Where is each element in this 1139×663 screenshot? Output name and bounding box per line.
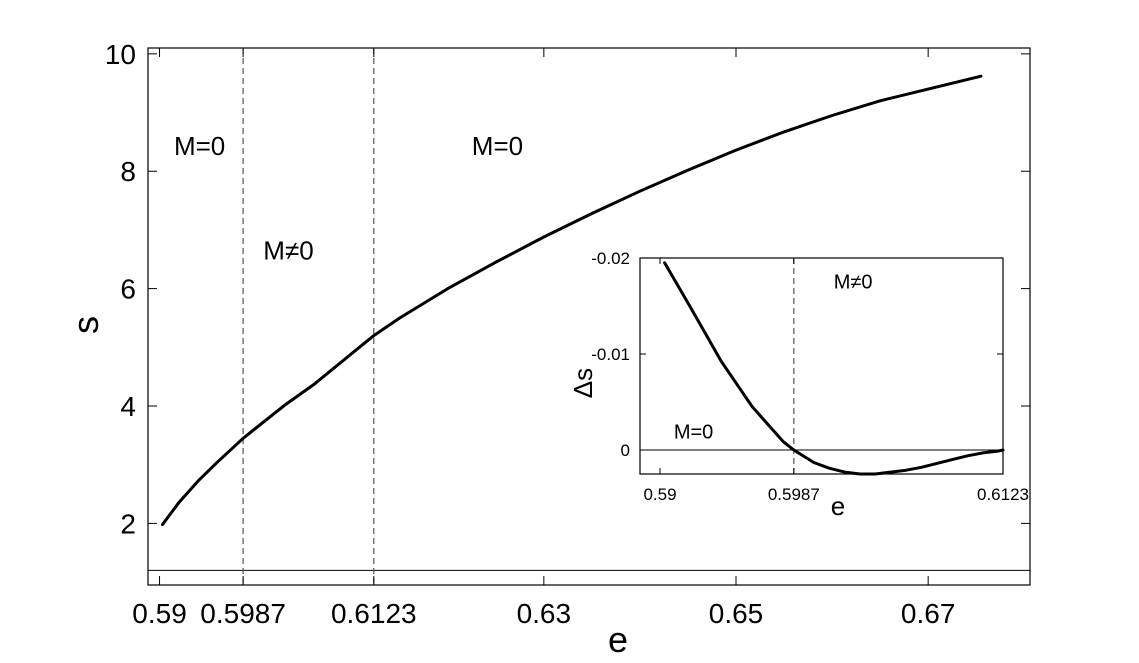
- y-tick-label: 8: [120, 156, 136, 187]
- region-label: M=0: [472, 131, 523, 161]
- region-label: M=0: [674, 421, 713, 443]
- x-tick-label: 0.6123: [977, 485, 1029, 504]
- x-axis-label: e: [831, 491, 845, 521]
- y-tick-label: 4: [120, 391, 136, 422]
- x-tick-label: 0.59: [132, 598, 187, 629]
- region-label: M≠0: [263, 235, 313, 265]
- x-tick-label: 0.59: [643, 485, 676, 504]
- y-tick-label: 6: [120, 274, 136, 305]
- y-tick-label: -0.01: [591, 345, 630, 364]
- region-label: M=0: [174, 131, 225, 161]
- plot-frame: [639, 257, 1004, 475]
- y-tick-label: -0.02: [591, 249, 630, 268]
- y-axis-label: s: [65, 316, 106, 334]
- inset-chart: 0.59 0.5987 0.6123 -0.02 -0.01 0 M=0 M≠0 e Δs: [568, 249, 1029, 521]
- x-tick-label: 0.5987: [200, 598, 286, 629]
- x-tick-label: 0.63: [517, 598, 572, 629]
- y-tick-label: 10: [105, 39, 136, 70]
- y-axis-label: Δs: [568, 368, 598, 398]
- series-line: [663, 261, 1005, 476]
- x-tick-label: 0.65: [709, 598, 764, 629]
- y-tick-label: 0: [621, 441, 630, 460]
- region-label: M≠0: [834, 272, 873, 294]
- x-axis-label: e: [608, 619, 628, 660]
- series-line: [160, 74, 983, 527]
- x-tick-label: 0.5987: [768, 485, 820, 504]
- x-tick-label: 0.6123: [331, 598, 417, 629]
- y-tick-label: 2: [120, 508, 136, 539]
- x-tick-label: 0.67: [901, 598, 956, 629]
